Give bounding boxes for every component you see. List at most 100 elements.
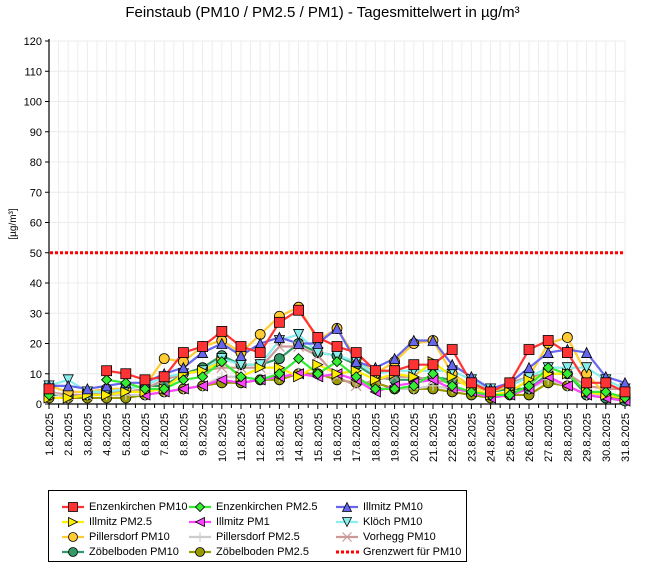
data-point-enzenkirchen-pm10 xyxy=(619,386,631,398)
data-point-pillersdorf-pm10 xyxy=(562,332,573,343)
legend-label: Pillersdorf PM10 xyxy=(89,531,170,543)
data-point-enzenkirchen-pm2-5 xyxy=(389,383,401,395)
legend-swatch xyxy=(336,550,359,554)
data-point-enzenkirchen-pm2-5 xyxy=(561,368,573,380)
data-point-enzenkirchen-pm10 xyxy=(331,341,343,352)
x-tick-label: 1.8.2025 xyxy=(44,413,56,456)
x-tick-label: 17.8.2025 xyxy=(351,413,363,462)
data-point-enzenkirchen-pm2-5 xyxy=(350,371,362,383)
x-tick-label: 13.8.2025 xyxy=(274,413,286,462)
data-point-enzenkirchen-pm10 xyxy=(600,377,612,389)
legend-marker-plus xyxy=(195,532,205,542)
data-point-enzenkirchen-pm10 xyxy=(350,347,362,358)
y-tick-label: 50 xyxy=(30,248,42,260)
data-point-enzenkirchen-pm10 xyxy=(542,335,554,346)
data-point-illmitz-pm2-5 xyxy=(408,371,420,383)
data-point-illmitz-pm10 xyxy=(542,346,554,358)
data-point-kloech-pm10 xyxy=(62,374,74,386)
data-point-illmitz-pm10 xyxy=(216,337,228,349)
data-point-enzenkirchen-pm10 xyxy=(43,383,55,395)
data-point-enzenkirchen-pm2-5 xyxy=(427,368,439,380)
x-tick-label: 31.8.2025 xyxy=(620,413,632,462)
x-tick-label: 22.8.2025 xyxy=(447,413,459,462)
axes: 0 10 20 30 40 50 60 70 80 90 100 110 120 1.8.2025 2.8.… xyxy=(24,36,632,462)
data-point-enzenkirchen-pm2-5 xyxy=(542,362,554,374)
legend-swatch xyxy=(62,516,84,528)
data-point-illmitz-pm10 xyxy=(196,346,209,358)
data-point-illmitz-pm1 xyxy=(215,374,228,386)
legend-swatch xyxy=(336,501,358,512)
data-point-kloech-pm10 xyxy=(580,362,593,374)
data-point-illmitz-pm10 xyxy=(235,349,247,362)
y-tick-label: 70 xyxy=(30,187,42,199)
data-point-enzenkirchen-pm2-5 xyxy=(158,383,170,395)
y-axis-label: [µg/m³] xyxy=(8,208,19,240)
legend-label: Illmitz PM10 xyxy=(363,501,423,513)
x-tick-label: 11.8.2025 xyxy=(236,413,248,461)
data-point-enzenkirchen-pm10 xyxy=(177,347,189,358)
data-point-enzenkirchen-pm10 xyxy=(273,316,285,328)
x-tick-label: 14.8.2025 xyxy=(294,413,306,462)
data-point-enzenkirchen-pm10 xyxy=(235,341,247,352)
data-point-illmitz-pm1 xyxy=(196,380,209,392)
x-tick-label: 28.8.2025 xyxy=(562,413,574,462)
legend-swatch xyxy=(189,516,211,528)
data-point-enzenkirchen-pm2-5 xyxy=(235,371,247,383)
data-point-illmitz-pm10 xyxy=(177,361,190,374)
data-point-enzenkirchen-pm2-5 xyxy=(504,389,516,401)
legend-marker-triangle-right xyxy=(68,516,79,528)
data-point-enzenkirchen-pm10 xyxy=(523,344,535,355)
y-tick-label: 20 xyxy=(30,339,42,351)
data-point-enzenkirchen-pm2-5 xyxy=(293,353,305,365)
x-tick-label: 2.8.2025 xyxy=(63,413,75,456)
data-point-enzenkirchen-pm10 xyxy=(427,359,439,371)
legend-label: Illmitz PM2.5 xyxy=(89,516,152,528)
data-point-pillersdorf-pm10 xyxy=(158,353,170,365)
grid-lines xyxy=(48,40,626,405)
legend-marker-circle xyxy=(68,547,78,557)
series-line-enzenkirchen-pm10 xyxy=(106,309,626,393)
data-point-enzenkirchen-pm2-5 xyxy=(254,374,266,386)
y-tick-label: 110 xyxy=(24,66,42,78)
y-tick-label: 10 xyxy=(30,369,42,381)
data-point-enzenkirchen-pm2-5 xyxy=(216,356,228,368)
data-point-illmitz-pm10 xyxy=(312,337,324,349)
legend-marker-circle xyxy=(195,547,205,557)
data-point-illmitz-pm2-5 xyxy=(101,389,113,401)
data-point-enzenkirchen-pm10 xyxy=(120,368,132,380)
x-tick-label: 24.8.2025 xyxy=(486,413,498,462)
data-point-illmitz-pm10 xyxy=(331,322,343,334)
data-point-enzenkirchen-pm10 xyxy=(101,365,112,377)
data-point-enzenkirchen-pm10 xyxy=(197,341,209,352)
data-point-illmitz-pm10 xyxy=(446,358,458,371)
legend-label: Zöbelboden PM2.5 xyxy=(216,546,309,558)
data-point-enzenkirchen-pm2-5 xyxy=(312,368,324,380)
data-point-illmitz-pm1 xyxy=(177,383,189,395)
y-tick-label: 40 xyxy=(30,278,42,290)
data-point-illmitz-pm2-5 xyxy=(331,368,343,380)
y-tick-label: 80 xyxy=(30,157,42,169)
y-tick-label: 30 xyxy=(30,308,42,320)
y-tick-label: 120 xyxy=(24,36,42,48)
x-tick-label: 4.8.2025 xyxy=(102,413,114,456)
x-tick-label: 15.8.2025 xyxy=(313,413,325,462)
data-point-illmitz-pm10 xyxy=(100,379,113,392)
data-point-enzenkirchen-pm10 xyxy=(408,359,420,371)
data-point-enzenkirchen-pm2-5 xyxy=(408,380,420,392)
x-tick-label: 3.8.2025 xyxy=(82,413,94,456)
y-tick-label: 90 xyxy=(30,127,42,139)
legend-label: Enzenkirchen PM2.5 xyxy=(216,501,318,513)
legend-swatch xyxy=(336,532,358,542)
x-tick-label: 25.8.2025 xyxy=(505,413,517,462)
data-point-enzenkirchen-pm2-5 xyxy=(581,386,593,398)
x-tick-label: 27.8.2025 xyxy=(543,413,555,462)
series-line-enzenkirchen-pm2-5 xyxy=(106,357,626,399)
data-point-illmitz-pm10 xyxy=(427,334,439,346)
legend-label: Pillersdorf PM2.5 xyxy=(216,531,300,543)
legend-swatch xyxy=(62,532,84,542)
x-tick-label: 12.8.2025 xyxy=(255,413,267,462)
data-point-kloech-pm10 xyxy=(561,362,574,374)
data-point-enzenkirchen-pm10 xyxy=(446,344,458,355)
data-point-illmitz-pm2-5 xyxy=(293,371,305,383)
legend-marker-square xyxy=(68,502,78,512)
